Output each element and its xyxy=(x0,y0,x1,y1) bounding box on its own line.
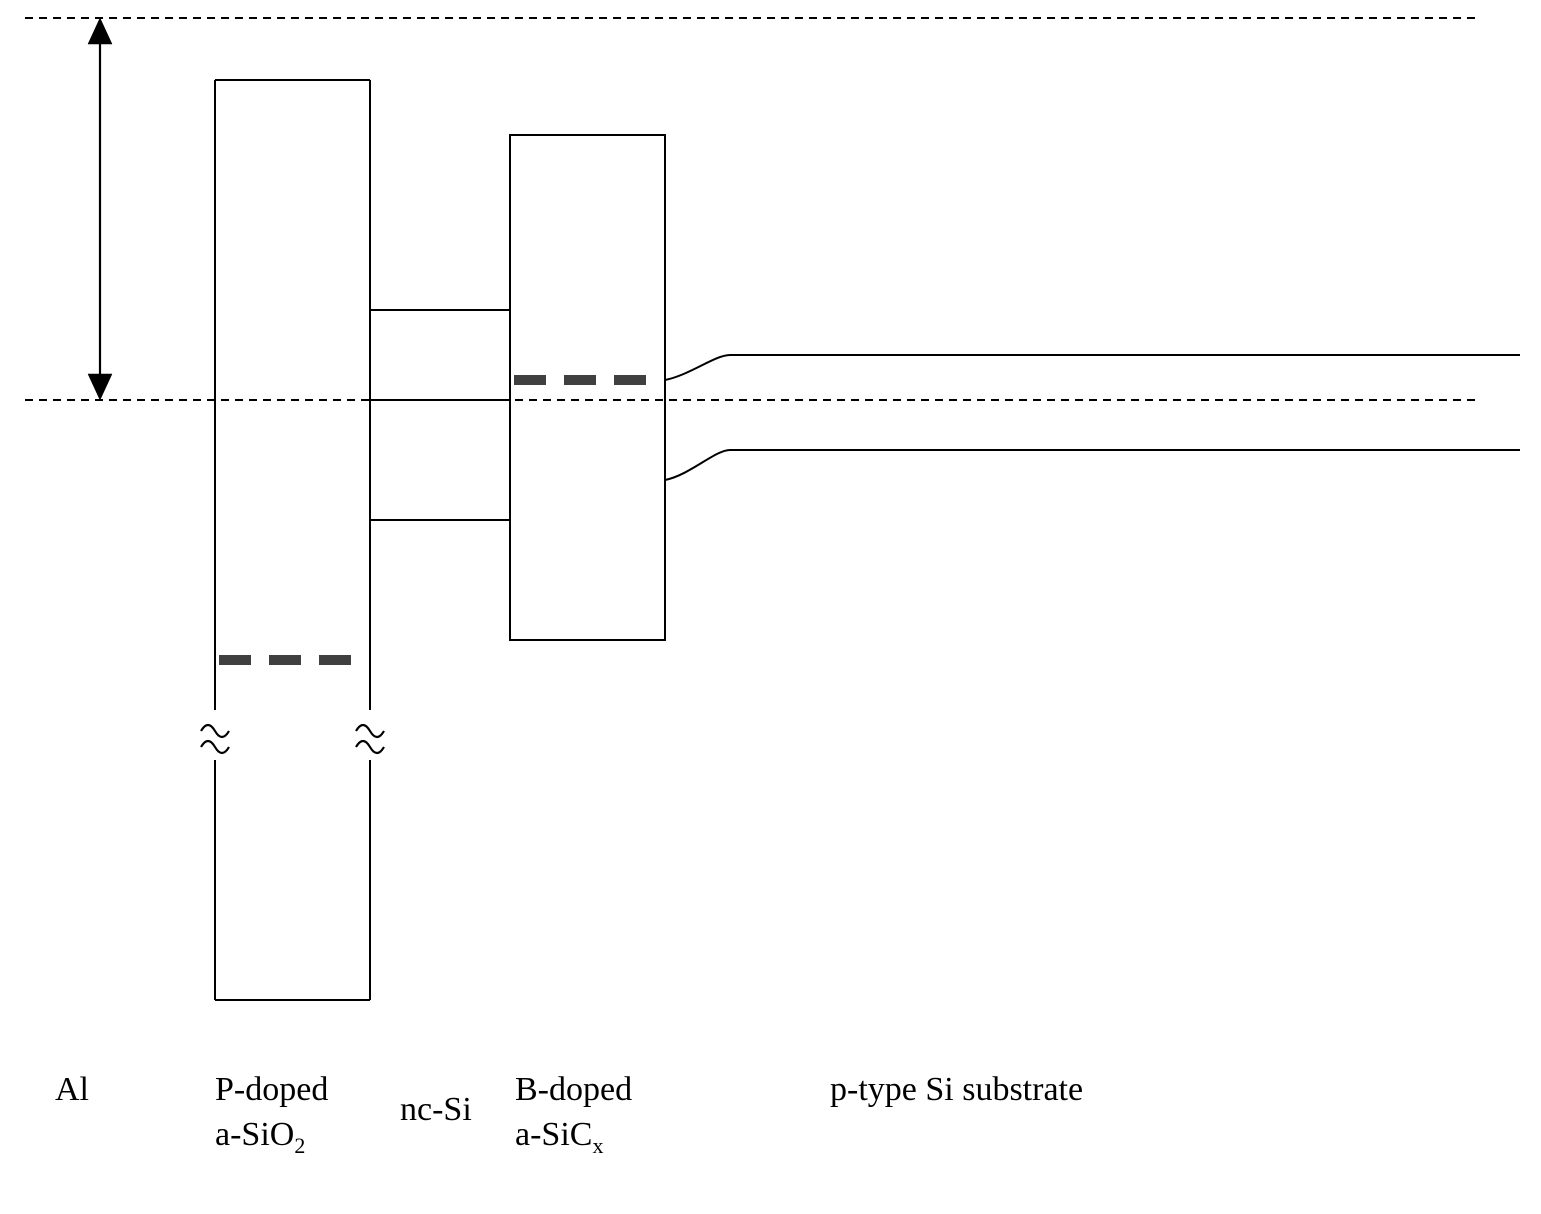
label-b-doped-line2: a-SiCx xyxy=(515,1116,603,1158)
substrate-bands xyxy=(665,355,1520,480)
label-nc-si: nc-Si xyxy=(400,1091,472,1128)
label-p-doped-line1: P-doped xyxy=(215,1071,328,1108)
label-substrate: p-type Si substrate xyxy=(830,1071,1083,1108)
nc-si-band xyxy=(370,310,510,520)
label-b-doped-line1: B-doped xyxy=(515,1071,632,1108)
substrate-valence-band xyxy=(665,450,1520,480)
energy-band-diagram: Al P-doped a-SiO2 nc-Si B-doped a-SiCx p-type … xyxy=(0,0,1541,1214)
b-doped-sicx-band xyxy=(510,135,665,640)
label-p-doped-line2: a-SiO2 xyxy=(215,1116,305,1158)
label-al: Al xyxy=(55,1071,89,1108)
work-function-arrow xyxy=(88,18,112,400)
p-doped-sio2-band xyxy=(201,80,384,1000)
substrate-conduction-band xyxy=(665,355,1520,380)
